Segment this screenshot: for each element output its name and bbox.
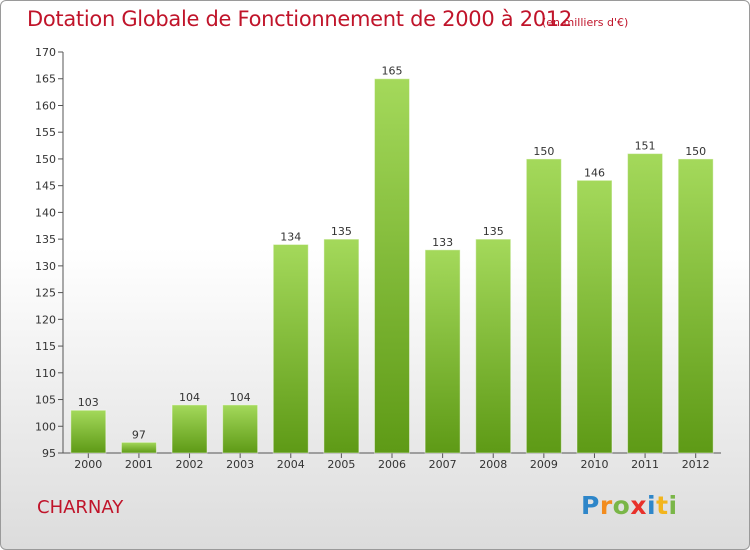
y-tick-label: 160: [35, 99, 56, 112]
bar: [374, 78, 410, 454]
y-tick-label: 120: [35, 313, 56, 326]
bar: [222, 404, 259, 454]
x-axis: 2000 2001 2002 2003 2004 2005 2006 2007 2008 2009…: [63, 452, 721, 471]
y-axis: 95 100 105 110 115 120 125 130 135 140 145 150 155 16…: [35, 46, 64, 460]
y-tick-label: 145: [35, 180, 56, 193]
bar-value-label: 133: [432, 236, 453, 249]
x-tick-label: 2009: [530, 458, 558, 471]
y-tick-label: 95: [42, 447, 56, 460]
y-tick-label: 115: [35, 340, 56, 353]
bar-value-label: 134: [280, 230, 301, 243]
bar-value-label: 97: [132, 428, 146, 441]
x-tick-label: 2002: [176, 458, 204, 471]
y-tick-label: 105: [35, 394, 56, 407]
y-tick-label: 125: [35, 287, 56, 300]
x-tick-label: 2004: [277, 458, 305, 471]
bar: [171, 404, 208, 454]
bar-value-label: 104: [179, 391, 200, 404]
x-tick-label: 2001: [125, 458, 153, 471]
x-tick-label: 2000: [74, 458, 102, 471]
bar: [677, 158, 714, 454]
bar: [120, 441, 157, 454]
y-tick-label: 150: [35, 153, 56, 166]
bar: [475, 238, 512, 454]
x-tick-label: 2003: [226, 458, 254, 471]
x-tick-label: 2006: [378, 458, 406, 471]
x-tick-label: 2012: [682, 458, 710, 471]
y-tick-label: 100: [35, 420, 56, 433]
x-tick-label: 2007: [429, 458, 457, 471]
chart-subtitle: (en milliers d'€): [542, 16, 629, 29]
x-tick-label: 2008: [479, 458, 507, 471]
y-tick-label: 135: [35, 233, 56, 246]
x-tick-label: 2011: [631, 458, 659, 471]
bar: [70, 409, 107, 454]
bar: [323, 238, 360, 454]
y-tick-label: 170: [35, 46, 56, 59]
y-tick-label: 140: [35, 206, 56, 219]
bar: [272, 243, 309, 454]
y-tick-label: 165: [35, 73, 56, 86]
y-tick-label: 130: [35, 260, 56, 273]
bar: [525, 158, 562, 454]
bar: [424, 249, 461, 454]
bar-value-label: 135: [483, 225, 504, 238]
town-name: CHARNAY: [37, 497, 124, 518]
proxiti-logo: Proxiti: [581, 491, 678, 520]
x-tick-label: 2010: [580, 458, 608, 471]
bar-value-label: 104: [230, 391, 251, 404]
bar-value-label: 135: [331, 225, 352, 238]
bar: [576, 179, 613, 454]
bar-value-label: 150: [533, 145, 554, 158]
bar-value-label: 146: [584, 166, 605, 179]
chart-title: Dotation Globale de Fonctionnement de 20…: [27, 7, 572, 31]
bar-value-label: 103: [78, 396, 99, 409]
y-tick-label: 110: [35, 367, 56, 380]
bar: [627, 153, 664, 454]
bars: 103 97 104 104 134 135 165 133 135 150 146 151 150: [70, 65, 714, 454]
bar-value-label: 165: [382, 65, 403, 78]
x-tick-label: 2005: [327, 458, 355, 471]
y-tick-label: 155: [35, 126, 56, 139]
bar-value-label: 151: [635, 140, 656, 153]
bar-value-label: 150: [685, 145, 706, 158]
